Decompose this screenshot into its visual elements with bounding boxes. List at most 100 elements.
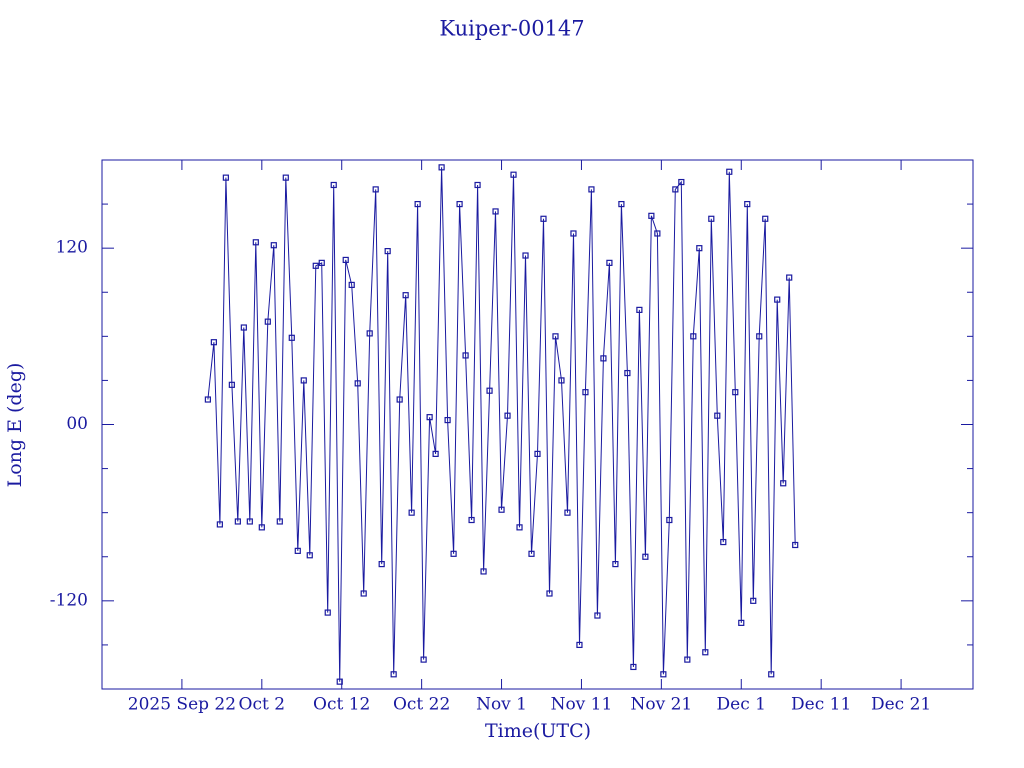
data-point — [702, 649, 709, 656]
data-point — [648, 212, 655, 219]
data-point — [240, 324, 247, 331]
data-point — [750, 597, 757, 604]
data-point — [408, 509, 415, 516]
data-point — [264, 318, 271, 325]
data-point — [624, 369, 631, 377]
data-point — [378, 560, 385, 568]
data-point — [678, 178, 685, 186]
x-tick-label: Dec 21 — [871, 695, 931, 715]
data-point — [348, 281, 355, 289]
data-point — [522, 252, 529, 259]
x-tick-label: Oct 2 — [239, 695, 286, 715]
data-point — [294, 547, 301, 554]
data-point — [606, 259, 613, 266]
data-point — [480, 568, 487, 575]
data-point — [390, 671, 397, 678]
data-point — [552, 333, 559, 340]
data-point — [444, 416, 451, 424]
data-point — [780, 480, 787, 487]
data-point — [234, 518, 241, 525]
data-point — [210, 339, 217, 346]
data-point — [708, 215, 715, 222]
x-tick-label: Nov 21 — [630, 695, 692, 715]
data-point — [474, 181, 481, 189]
data-point — [450, 550, 457, 557]
data-point — [768, 671, 775, 678]
data-point — [744, 200, 751, 208]
data-point — [258, 524, 265, 531]
chart-title: Kuiper-00147 — [439, 17, 584, 41]
x-tick-label: Nov 11 — [551, 695, 613, 715]
data-point — [696, 245, 703, 252]
data-point — [660, 671, 667, 678]
data-point — [384, 248, 391, 255]
data-point — [282, 174, 289, 181]
data-point — [516, 524, 523, 531]
data-point — [222, 174, 229, 181]
data-line — [207, 167, 796, 682]
data-point — [612, 560, 619, 568]
data-point — [792, 541, 799, 549]
data-point — [492, 208, 499, 215]
data-point — [486, 387, 493, 394]
data-point — [774, 296, 781, 303]
data-point — [324, 609, 331, 616]
data-point — [570, 230, 577, 237]
data-point — [252, 239, 259, 246]
data-point — [762, 215, 769, 222]
data-point — [726, 168, 733, 175]
y-tick-label: 00 — [66, 414, 88, 434]
data-point — [438, 164, 445, 171]
data-point — [396, 396, 403, 403]
data-point — [420, 656, 427, 663]
data-point — [558, 377, 565, 384]
data-point — [642, 553, 649, 560]
data-point — [672, 186, 679, 193]
data-point — [732, 389, 739, 396]
data-point — [534, 450, 541, 457]
data-point — [246, 518, 253, 525]
data-point — [204, 396, 211, 403]
data-point — [426, 414, 433, 421]
data-point — [684, 656, 691, 663]
data-point — [618, 200, 625, 208]
plot-frame — [101, 159, 974, 690]
data-point — [528, 550, 535, 557]
data-point — [738, 619, 745, 626]
x-tick-label: Oct 12 — [313, 695, 370, 715]
data-point — [342, 256, 349, 264]
data-point — [504, 412, 511, 419]
data-point — [468, 516, 475, 524]
data-point — [714, 412, 721, 419]
data-point — [636, 306, 643, 313]
data-point — [306, 552, 313, 559]
data-point — [654, 230, 661, 237]
x-axis-label: Time(UTC) — [485, 720, 591, 742]
data-point — [432, 450, 439, 457]
data-point — [720, 538, 727, 546]
plot-area — [204, 164, 799, 685]
x-tick-label: 2025 Sep 22 — [128, 695, 236, 715]
data-point — [216, 521, 223, 528]
data-point — [756, 333, 763, 340]
data-point — [582, 389, 589, 396]
data-point — [690, 333, 697, 340]
data-point — [372, 186, 379, 193]
data-point — [600, 355, 607, 362]
data-point — [510, 171, 517, 178]
data-point — [300, 377, 307, 384]
data-point — [576, 641, 583, 649]
data-point — [276, 518, 283, 525]
data-point — [354, 380, 361, 387]
y-tick-label: 120 — [56, 238, 88, 258]
y-tick-label: -120 — [50, 590, 88, 610]
x-tick-label: Oct 22 — [393, 695, 450, 715]
data-point — [360, 590, 367, 597]
y-axis-label: Long E (deg) — [4, 363, 26, 488]
data-point — [318, 259, 325, 266]
data-point — [588, 186, 595, 193]
x-tick-label: Dec 1 — [717, 695, 766, 715]
data-point — [540, 215, 547, 222]
data-point — [414, 200, 421, 208]
